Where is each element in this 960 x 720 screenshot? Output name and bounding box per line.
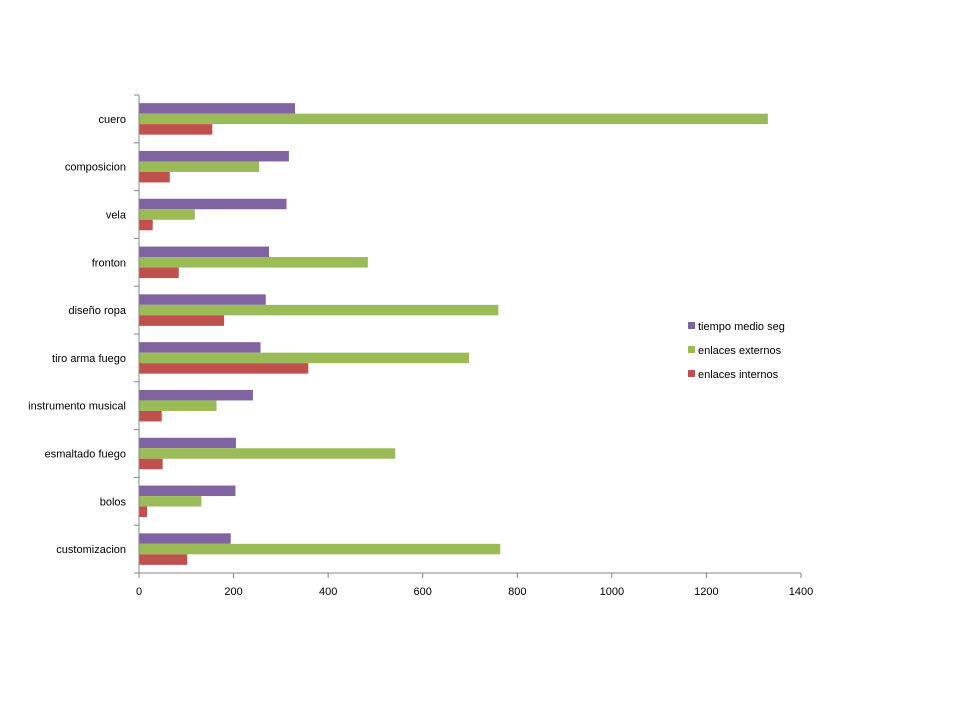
bar-1-9 [139, 485, 236, 497]
x-tick-label: 1200 [694, 586, 718, 598]
bar-3-8 [139, 458, 163, 470]
x-tick-label: 1000 [600, 586, 624, 598]
category-label: esmaltado fuego [45, 449, 126, 461]
bar-3-5 [139, 315, 225, 326]
x-tick-label: 0 [136, 586, 142, 598]
bar-3-7 [139, 410, 162, 422]
bar-3-6 [139, 363, 309, 374]
category-label: vela [106, 210, 127, 222]
x-tick-label: 800 [508, 586, 526, 598]
bar-1-5 [139, 294, 266, 305]
bar-2-7 [139, 400, 217, 411]
bar-2-9 [139, 496, 202, 507]
bar-1-8 [139, 437, 236, 449]
x-tick-labels: 0 200 400 600 800 1000 1200 1400 [136, 586, 813, 598]
bar-2-2 [139, 161, 260, 172]
category-labels: cuero composicion vela fronton diseño ropa ti… [28, 114, 127, 556]
x-tick-label: 400 [319, 586, 337, 598]
bar-1-6 [139, 342, 261, 353]
bar-3-4 [139, 267, 179, 279]
bar-1-4 [139, 246, 270, 258]
category-label: customizacion [56, 544, 126, 556]
legend: tiempo medio seg enlaces externos enlaces … [688, 321, 785, 381]
legend-label-3: enlaces internos [698, 369, 779, 381]
axes-group [134, 94, 802, 578]
legend-swatch-2 [688, 346, 695, 353]
x-tick-label: 600 [414, 586, 432, 598]
category-label: composicion [65, 162, 126, 174]
category-label: instrumento musical [28, 401, 126, 413]
bar-2-6 [139, 352, 470, 364]
category-label: tiro arma fuego [52, 353, 126, 365]
bars-group [139, 103, 768, 565]
category-label: fronton [92, 257, 126, 269]
legend-label-1: tiempo medio seg [698, 321, 785, 333]
bar-1-1 [139, 103, 296, 114]
bar-1-10 [139, 533, 231, 544]
bar-1-3 [139, 198, 287, 210]
legend-label-2: enlaces externos [698, 345, 782, 357]
category-label: cuero [98, 114, 126, 126]
bar-2-8 [139, 448, 396, 459]
bar-3-10 [139, 554, 188, 565]
legend-swatch-3 [688, 370, 695, 377]
legend-swatch-1 [688, 322, 695, 329]
bar-2-3 [139, 209, 195, 220]
bar-1-2 [139, 150, 289, 162]
bar-2-4 [139, 257, 368, 268]
bar-3-1 [139, 124, 213, 135]
bar-3-2 [139, 171, 170, 183]
bar-2-1 [139, 113, 768, 125]
bar-3-3 [139, 219, 153, 231]
bar-2-5 [139, 304, 499, 316]
bar-1-7 [139, 389, 253, 401]
category-label: bolos [100, 496, 127, 508]
x-tick-label: 200 [224, 586, 242, 598]
bar-3-9 [139, 506, 148, 518]
x-tick-label: 1400 [789, 586, 813, 598]
category-label: diseño ropa [69, 305, 127, 317]
bar-2-10 [139, 543, 501, 555]
